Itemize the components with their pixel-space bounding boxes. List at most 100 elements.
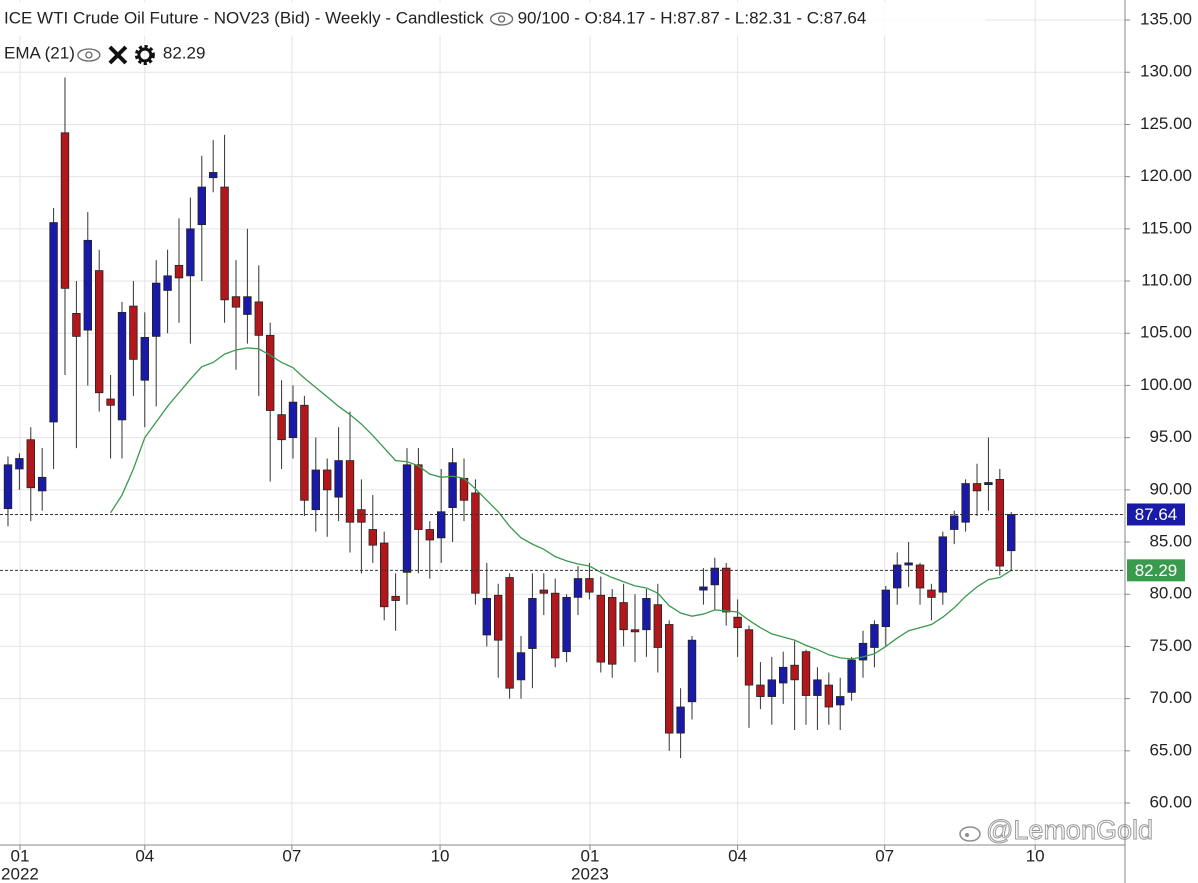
candle-body: [767, 679, 777, 697]
candle-body: [220, 186, 229, 301]
watermark-text: @LemonGold: [986, 815, 1153, 845]
candle-body: [630, 629, 640, 633]
y-tick-label: 90.00: [1149, 479, 1192, 498]
candle-body: [49, 222, 58, 423]
last-value-box: [1127, 559, 1185, 582]
candle-body: [938, 536, 948, 593]
y-tick-label: 95.00: [1149, 427, 1192, 446]
x-tick-label: 07: [282, 846, 301, 865]
remove-icon[interactable]: [108, 45, 128, 65]
axes: 60.00 65.00 70.00 75.00 80.00 85.00 90.00 95.00…: [1, 10, 1192, 883]
y-tick-label: 110.00: [1141, 271, 1192, 290]
candle-body: [904, 562, 913, 566]
candle-body: [551, 592, 560, 659]
candle-body: [436, 511, 446, 539]
x-tick-label: 10: [431, 846, 450, 865]
candle-body: [60, 132, 70, 289]
legend-bg: [0, 2, 985, 36]
candle-body: [585, 578, 594, 593]
y-tick-label: 120.00: [1140, 166, 1192, 185]
candle-body: [448, 462, 457, 508]
candle-body: [847, 659, 856, 693]
candle-body: [3, 464, 13, 510]
legend: ICE WTI Crude Oil Future - NOV23 (Bid) -…: [0, 2, 985, 65]
candle-body: [311, 469, 320, 511]
candle-body: [345, 460, 355, 523]
candle-body: [562, 596, 571, 653]
candle-body: [836, 696, 845, 706]
candle-body: [665, 624, 674, 734]
candle-body: [676, 706, 685, 734]
candle-body: [151, 282, 161, 337]
candle-body: [379, 542, 389, 608]
candle-body: [573, 578, 583, 598]
candle-body: [300, 404, 309, 501]
candle-body: [984, 482, 993, 486]
y-tick-label: 100.00: [1140, 375, 1192, 394]
candle-body: [425, 529, 434, 541]
candle-body: [72, 313, 81, 337]
candle-body: [163, 275, 172, 291]
y-tick-label: 125.00: [1140, 114, 1192, 133]
candle-body: [402, 464, 412, 573]
candle-body: [801, 651, 811, 696]
candle-body: [756, 684, 765, 697]
x-tick-label: 10: [1026, 846, 1045, 865]
candle-body: [174, 264, 184, 279]
candle-body: [961, 483, 970, 523]
candle-body: [516, 652, 526, 681]
candle-body: [254, 301, 263, 336]
plot-area: [0, 77, 1125, 759]
y-tick-label: 85.00: [1149, 532, 1192, 551]
y-tick-label: 80.00: [1149, 584, 1192, 603]
candle-body: [972, 483, 982, 492]
grid: [0, 0, 1125, 845]
candle-body: [824, 684, 834, 708]
indicator-value: 82.29: [163, 43, 206, 62]
x-tick-year-label: 2023: [571, 864, 609, 883]
y-tick-label: 105.00: [1140, 323, 1192, 342]
candle-body: [710, 567, 720, 586]
candle-body: [596, 594, 606, 663]
candle-body: [391, 595, 400, 601]
candle-body: [881, 589, 891, 627]
candle-body: [26, 439, 35, 489]
candle-body: [699, 586, 708, 591]
candle-body: [265, 334, 275, 411]
candle-body: [790, 664, 799, 681]
candle-body: [94, 270, 104, 394]
x-tick-label: 04: [728, 846, 747, 865]
candle-body: [414, 464, 423, 530]
candle-body: [117, 311, 127, 421]
candle-body: [471, 492, 480, 594]
visibility-icon[interactable]: [77, 48, 101, 62]
candle-body: [744, 629, 754, 686]
y-tick-label: 115.00: [1141, 218, 1192, 237]
visibility-icon[interactable]: [489, 12, 514, 26]
chart-subtitle: 90/100 - O:84.17 - H:87.87 - L:82.31 - C…: [518, 8, 867, 27]
x-tick-label: 07: [875, 846, 894, 865]
settings-icon[interactable]: [134, 45, 155, 65]
candle-body: [813, 679, 822, 696]
candle-body: [288, 401, 298, 439]
y-tick-label: 75.00: [1149, 636, 1192, 655]
last-value-label: 87.64: [1135, 505, 1178, 524]
candle-body: [368, 529, 377, 546]
x-tick-label: 01: [10, 846, 29, 865]
candle-body: [687, 639, 697, 703]
candle-body: [37, 476, 47, 492]
x-tick-year-label: 2022: [1, 864, 39, 883]
last-value-label: 82.29: [1135, 561, 1178, 580]
candle-body: [619, 602, 628, 631]
candle-body: [915, 564, 925, 589]
y-tick-label: 65.00: [1149, 740, 1192, 759]
candle-body: [231, 296, 241, 308]
candle-body: [505, 577, 514, 689]
candle-body: [1007, 514, 1016, 552]
candle-body: [733, 616, 742, 629]
candle-body: [277, 414, 286, 441]
ema-line: [110, 347, 1012, 660]
y-tick-label: 130.00: [1140, 62, 1192, 81]
candle-body: [870, 624, 879, 648]
candle-body: [322, 469, 332, 491]
